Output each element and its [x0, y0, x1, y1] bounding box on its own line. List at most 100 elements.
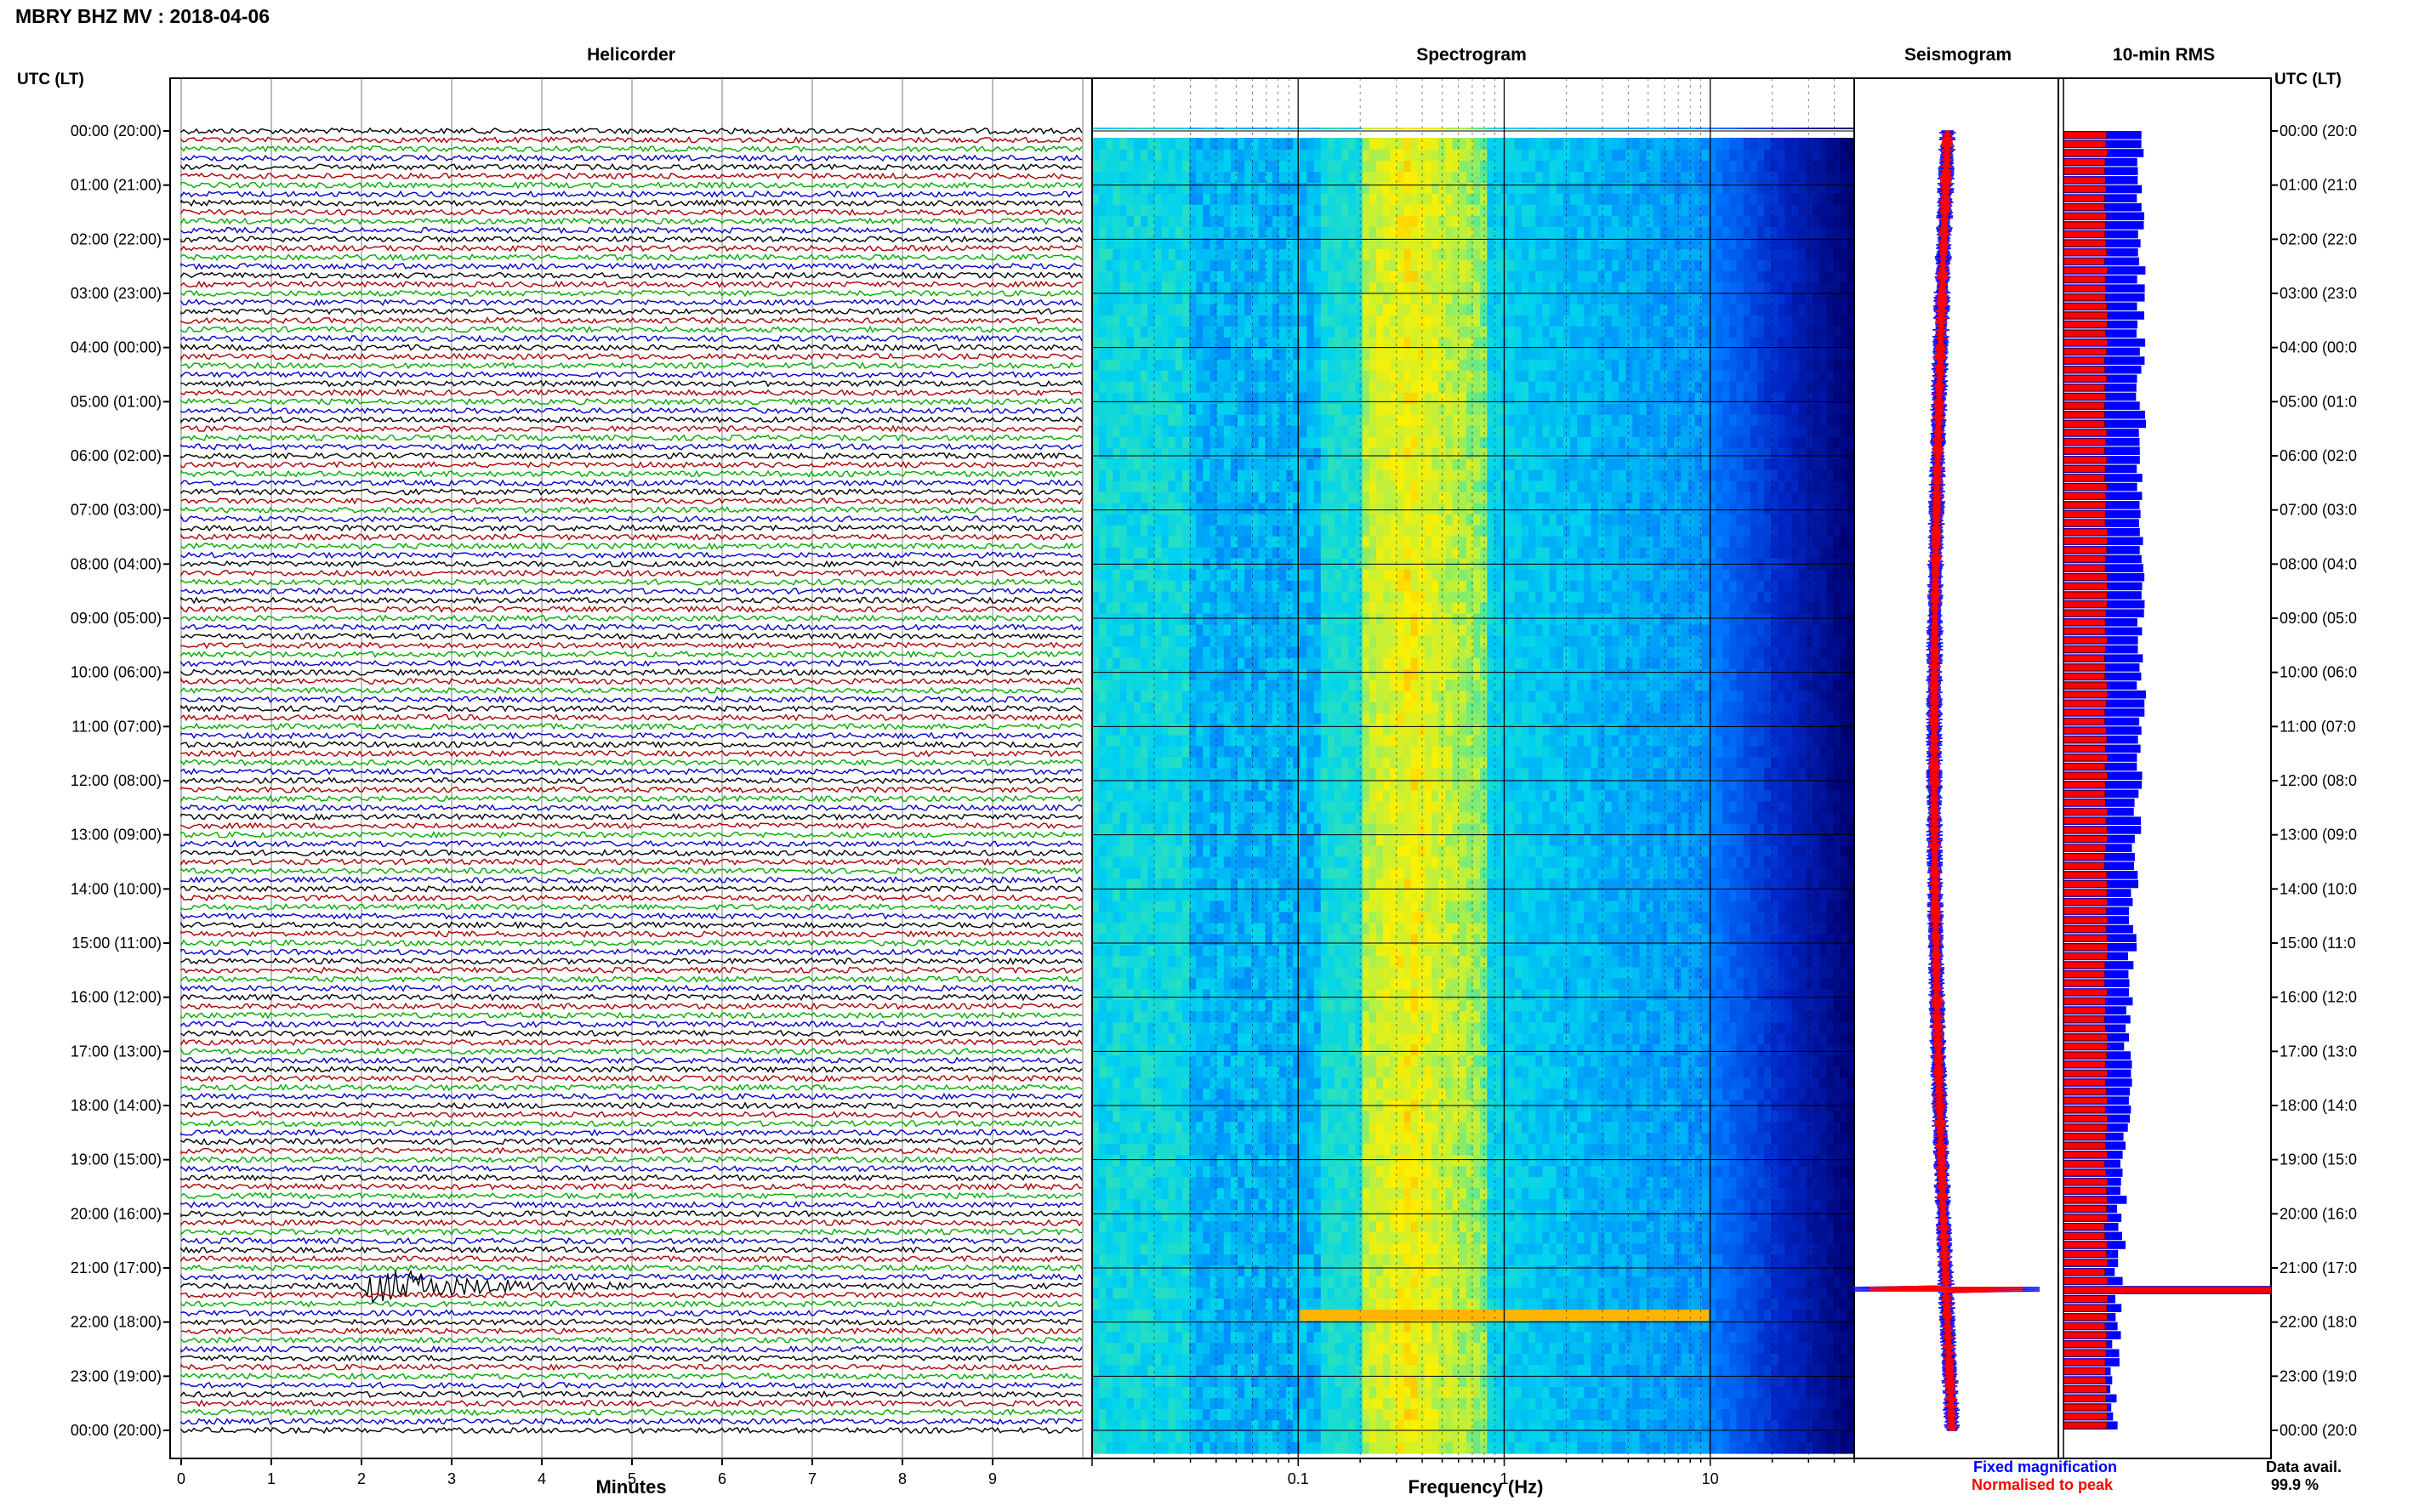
spectrogram-cell — [1362, 403, 1370, 416]
spectrogram-cell — [1113, 436, 1121, 449]
spectrogram-cell — [1230, 602, 1238, 615]
spectrogram-cell — [1300, 172, 1308, 184]
spectrogram-cell — [1376, 580, 1384, 593]
spectrogram-cell — [1320, 281, 1329, 294]
spectrogram-cell — [1667, 193, 1675, 206]
spectrogram-cell — [1438, 458, 1446, 471]
spectrogram-cell — [1674, 381, 1682, 394]
spectrogram-cell — [1189, 293, 1197, 305]
spectrogram-cell — [1223, 139, 1232, 151]
spectrogram-cell — [1570, 315, 1578, 327]
spectrogram-cell — [1459, 425, 1467, 438]
spectrogram-cell — [1175, 536, 1183, 549]
spectrogram-cell — [1203, 492, 1210, 504]
spectrogram-cell — [1258, 293, 1266, 305]
helicorder-trace — [180, 713, 1083, 722]
spectrogram-cell — [1099, 392, 1107, 405]
spectrogram-cell — [1688, 580, 1696, 593]
spectrogram-cell — [1659, 270, 1668, 283]
spectrogram-cell — [1092, 315, 1100, 327]
spectrogram-cell — [1494, 348, 1502, 361]
spectrogram-cell — [1791, 293, 1800, 305]
spectrogram-cell — [1286, 293, 1294, 305]
spectrogram-cell — [1099, 525, 1107, 537]
spectrogram-cell — [1417, 591, 1426, 604]
spectrogram-cell — [1597, 480, 1606, 493]
spectrogram-cell — [1230, 248, 1238, 261]
spectrogram-cell — [1369, 315, 1377, 327]
spectrogram-cell — [1480, 580, 1488, 593]
helicorder-trace — [180, 162, 1082, 171]
spectrogram-cell — [1535, 348, 1543, 361]
spectrogram-cell — [1203, 248, 1210, 261]
spectrogram-cell — [1716, 458, 1723, 471]
spectrogram-cell — [1819, 536, 1827, 549]
spectrogram-cell — [1584, 226, 1591, 239]
spectrogram-cell — [1659, 480, 1668, 493]
spectrogram-cell — [1369, 469, 1377, 482]
spectrogram-cell — [1701, 326, 1710, 338]
spectrogram-cell — [1258, 281, 1266, 294]
spectrogram-cell — [1542, 381, 1551, 394]
spectrogram-cell — [1716, 580, 1723, 593]
spectrogram-cell — [1750, 281, 1758, 294]
spectrogram-cell — [1216, 150, 1225, 162]
spectrogram-cell — [1306, 392, 1315, 405]
spectrogram-cell — [1681, 425, 1689, 438]
spectrogram-cell — [1425, 172, 1432, 184]
spectrogram-cell — [1383, 315, 1391, 327]
spectrogram-cell — [1238, 183, 1245, 195]
spectrogram-cell — [1175, 580, 1183, 593]
spectrogram-cell — [1840, 514, 1848, 526]
spectrogram-cell — [1425, 591, 1432, 604]
spectrogram-cell — [1757, 326, 1765, 338]
spectrogram-cell — [1473, 337, 1481, 350]
spectrogram-cell — [1659, 215, 1668, 228]
spectrogram-cell — [1743, 337, 1751, 350]
helicorder-trace — [180, 533, 1083, 542]
spectrogram-cell — [1806, 359, 1813, 372]
spectrogram-cell — [1764, 370, 1772, 383]
spectrogram-cell — [1646, 359, 1654, 372]
spectrogram-cell — [1507, 547, 1516, 560]
spectrogram-cell — [1133, 392, 1141, 405]
spectrogram-cell — [1750, 469, 1758, 482]
helicorder-trace — [180, 749, 1083, 758]
spectrogram-cell — [1653, 270, 1661, 283]
spectrogram-cell — [1466, 492, 1474, 504]
spectrogram-cell — [1806, 492, 1813, 504]
spectrogram-cell — [1355, 281, 1363, 294]
spectrogram-cell — [1722, 270, 1730, 283]
spectrogram-cell — [1327, 237, 1335, 250]
spectrogram-cell — [1327, 569, 1335, 582]
spectrogram-cell — [1542, 492, 1551, 504]
spectrogram-cell — [1390, 150, 1397, 162]
spectrogram-cell — [1597, 183, 1606, 195]
spectrogram-cell — [1210, 348, 1218, 361]
spectrogram-cell — [1473, 536, 1481, 549]
helicorder-trace — [180, 1146, 1083, 1155]
spectrogram-cell — [1681, 392, 1689, 405]
spectrogram-cell — [1348, 237, 1357, 250]
spectrogram-cell — [1106, 259, 1113, 272]
spectrogram-cell — [1480, 392, 1488, 405]
spectrogram-cell — [1632, 392, 1640, 405]
spectrogram-cell — [1716, 514, 1723, 526]
spectrogram-cell — [1480, 204, 1488, 217]
spectrogram-cell — [1778, 514, 1786, 526]
spectrogram-cell — [1161, 139, 1170, 151]
spectrogram-cell — [1646, 447, 1654, 460]
helicorder-trace — [180, 1164, 1083, 1173]
spectrogram-cell — [1403, 580, 1412, 593]
spectrogram-cell — [1425, 204, 1432, 217]
spectrogram-cell — [1355, 248, 1363, 261]
spectrogram-cell — [1784, 161, 1793, 173]
spectrogram-cell — [1431, 248, 1439, 261]
spectrogram-cell — [1425, 370, 1432, 383]
helicorder-trace — [180, 424, 1083, 433]
spectrogram-cell — [1383, 172, 1391, 184]
spectrogram-cell — [1750, 414, 1758, 427]
spectrogram-cell — [1826, 161, 1835, 173]
spectrogram-cell — [1562, 414, 1571, 427]
spectrogram-cell — [1736, 193, 1745, 206]
